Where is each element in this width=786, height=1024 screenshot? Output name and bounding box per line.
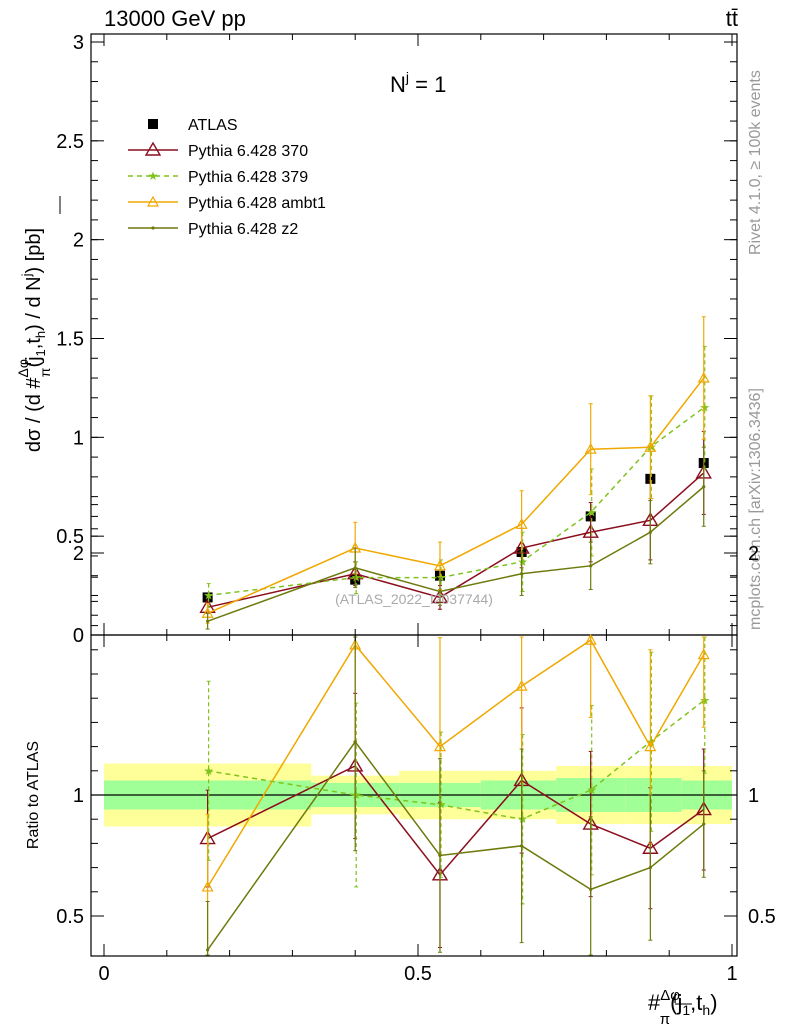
y-tick-label: 1 xyxy=(73,427,84,449)
top-pythia-6-428-z2-point xyxy=(353,566,357,570)
ratio-ylabel: Ratio to ATLAS xyxy=(25,741,42,849)
top-pythia-6-428-379-line xyxy=(207,407,705,597)
top-pythia-6-428-z2-point xyxy=(648,530,652,534)
top-pythia-6-428-ambt1-point xyxy=(584,442,597,454)
ratio-y-tick-label: 2 xyxy=(73,543,84,565)
legend-pythia-6-428-370-label: Pythia 6.428 370 xyxy=(188,143,308,160)
ratio-pythia-6-428-379-point: ★ xyxy=(646,735,657,749)
legend: ATLAS Pythia 6.428 370 ★ Pythia 6.428 379 Py… xyxy=(128,117,326,238)
ratio-pythia-6-428-ambt1-line xyxy=(206,639,705,888)
ratio-pythia-6-428-ambt1-point xyxy=(515,679,528,691)
top-ylabel: dσ / (d #Δφ π(j1,th) / d Nj) [pb] xyxy=(15,228,53,452)
legend-pythia-6-428-z2-label: Pythia 6.428 z2 xyxy=(188,221,298,238)
ratio-y-tick-label-right: 2 xyxy=(748,543,759,565)
top-pythia-6-428-379-point: ★ xyxy=(586,505,597,519)
ratio-pythia-6-428-z2-point xyxy=(206,948,210,952)
top-pythia-6-428-379-point: ★ xyxy=(203,588,214,602)
y-tick-label: 0 xyxy=(73,625,84,647)
ratio-pythia-6-428-379-point: ★ xyxy=(203,764,214,778)
top-pythia-6-428-379-point: ★ xyxy=(517,555,528,569)
legend-pythia-6-428-z2-marker xyxy=(151,226,155,230)
legend-pythia-6-428-ambt1-label: Pythia 6.428 ambt1 xyxy=(188,195,326,212)
x-tick-label: 0.5 xyxy=(404,963,432,985)
y-tick-label: 2.5 xyxy=(56,131,84,153)
ratio-pythia-6-428-z2-point xyxy=(353,740,357,744)
svg-text:#Δφπ(j1,th): #Δφ π(j1,th) xyxy=(648,987,718,1024)
ratio-pythia-6-428-z2-point xyxy=(589,887,593,891)
ratio-pythia-6-428-ambt1-point xyxy=(201,880,214,892)
x-tick-label: 0 xyxy=(98,963,109,985)
legend-pythia-6-428-379-marker: ★ xyxy=(148,169,159,183)
top-pythia-6-428-z2-point xyxy=(206,619,210,623)
legend-pythia-6-428-370-marker xyxy=(144,141,162,156)
ratio-pythia-6-428-ambt1-point xyxy=(584,633,597,645)
top-pythia-6-428-379-point: ★ xyxy=(351,571,362,585)
top-pythia-6-428-z2-point xyxy=(520,572,524,576)
top-pythia-6-428-379-point: ★ xyxy=(646,440,657,454)
ratio-y-tick-label-right: 0.5 xyxy=(748,906,776,928)
top-pythia-6-428-379-point: ★ xyxy=(699,401,710,415)
svg-text:dσ / (d #Δφπ(j1,th) / d Nj) [p: dσ / (d #Δφ π(j1,th) / d Nj) [pb] xyxy=(15,228,53,452)
ratio-pythia-6-428-379-point: ★ xyxy=(436,798,447,812)
y-tick-label: 3 xyxy=(73,32,84,54)
ratio-y-tick-label: 0.5 xyxy=(56,906,84,928)
ratio-pythia-6-428-z2-point xyxy=(648,866,652,870)
x-tick-label: 1 xyxy=(726,963,737,985)
mcplots-label: mcplots.cern.ch [arXiv:1306.3436] xyxy=(747,388,764,630)
top-series-group: ★★ ★★★★★ xyxy=(199,316,712,630)
top-pythia-6-428-z2-point xyxy=(438,589,442,594)
ratio-pythia-6-428-379-point: ★ xyxy=(586,783,597,797)
top-pythia-6-428-z2-point xyxy=(702,485,706,489)
legend-pythia-6-428-379-label: Pythia 6.428 379 xyxy=(188,169,308,186)
top-pythia-6-428-ambt1-point xyxy=(433,559,446,571)
ratio-axes: 0.5 0.5 1 1 2 2 0 0.5 1 xyxy=(56,504,776,985)
ratio-pythia-6-428-ambt1-point xyxy=(697,648,710,660)
top-pythia-6-428-ambt1-point xyxy=(515,518,528,529)
ratio-pythia-6-428-ambt1-point xyxy=(644,740,657,752)
legend-atlas-label: ATLAS xyxy=(188,117,238,134)
ratio-pythia-6-428-z2-point xyxy=(438,853,442,858)
analysis-watermark: (ATLAS_2022_I2037744) xyxy=(335,591,493,607)
ratio-y-tick-label: 1 xyxy=(73,785,84,807)
ratio-pythia-6-428-379-point: ★ xyxy=(699,694,710,708)
top-pythia-6-428-z2-point xyxy=(589,564,593,568)
ratio-series-group: ★ ★ ★ ★ ★ ★ ★ xyxy=(199,633,712,956)
top-pythia-6-428-ambt1-point xyxy=(697,371,710,383)
y-tick-label: 0.5 xyxy=(56,526,84,548)
ratio-pythia-6-428-ambt1-point xyxy=(433,740,446,752)
top-pythia-6-428-ambt1-point xyxy=(644,440,657,452)
y-tick-label: 2 xyxy=(73,230,84,252)
ratio-pythia-6-428-379-point: ★ xyxy=(351,788,362,802)
ratio-y-tick-label-right: 1 xyxy=(748,785,759,807)
ratio-pythia-6-428-z2-point xyxy=(702,822,706,826)
ratio-pythia-6-428-z2-point xyxy=(520,844,524,848)
legend-atlas-marker xyxy=(148,119,158,129)
top-axes: 0 0.5 1 1.5 2 2.5 3 xyxy=(56,32,737,647)
top-pythia-6-428-370-point xyxy=(582,523,599,538)
ratio-pythia-6-428-379-point: ★ xyxy=(517,812,528,826)
y-tick-label: 1.5 xyxy=(56,329,84,351)
panel-title: Nj = 1 xyxy=(390,69,446,97)
rivet-version-label: Rivet 4.1.0, ≥ 100k events xyxy=(747,70,764,255)
legend-pythia-6-428-ambt1-marker xyxy=(146,195,160,207)
energy-label: 13000 GeV pp xyxy=(104,6,246,31)
process-label: tt̄ xyxy=(726,6,738,31)
top-pythia-6-428-ambt1-line xyxy=(207,377,705,614)
top-atlas-point xyxy=(202,592,213,603)
xlabel: #Δφ π(j1,th) xyxy=(648,987,718,1024)
